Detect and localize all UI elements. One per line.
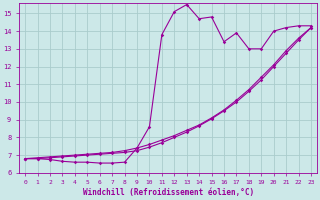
X-axis label: Windchill (Refroidissement éolien,°C): Windchill (Refroidissement éolien,°C) <box>83 188 254 197</box>
